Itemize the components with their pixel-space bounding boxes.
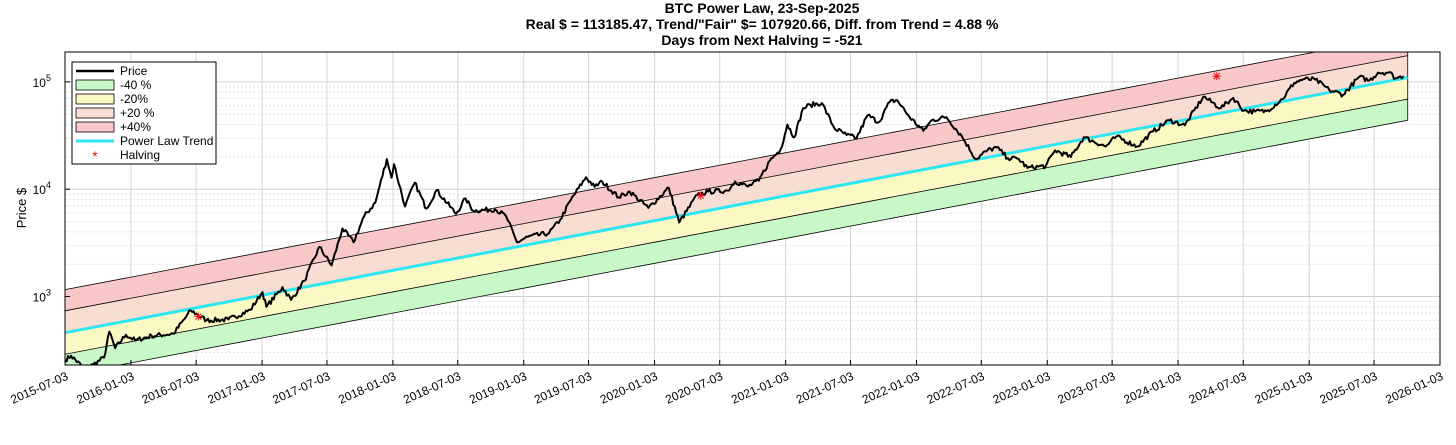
title-line-2: Real $ = 113185.47, Trend/"Fair" $= 1079… xyxy=(526,16,999,32)
x-tick-label: 2025-07-03 xyxy=(1318,369,1380,407)
x-tick-label: 2016-01-03 xyxy=(74,369,136,407)
y-axis-label: Price $ xyxy=(14,187,29,228)
x-axis-ticks: 2015-07-03 2016-01-03 2016-07-03 2017-01-03… xyxy=(8,360,1446,407)
legend-label-p20: +20 % xyxy=(120,106,155,120)
halving-markers xyxy=(194,72,1221,321)
legend-swatch-m40 xyxy=(75,79,115,91)
band-plus-20 xyxy=(65,55,1408,333)
x-tick-label: 2023-07-03 xyxy=(1056,369,1118,407)
halving-marker xyxy=(1212,72,1221,81)
legend-swatch-halving: * xyxy=(92,148,98,164)
legend-swatch-m20 xyxy=(75,93,115,105)
x-tick-label: 2017-07-03 xyxy=(270,369,332,407)
x-tick-label: 2015-07-03 xyxy=(8,369,70,407)
legend-label-price: Price xyxy=(120,64,148,78)
x-tick-label: 2018-07-03 xyxy=(401,369,463,407)
title-line-1: BTC Power Law, 23-Sep-2025 xyxy=(665,0,860,16)
legend-label-halving: Halving xyxy=(120,148,160,162)
legend-label-trend: Power Law Trend xyxy=(120,134,213,148)
halving-marker xyxy=(696,191,705,200)
legend: Price-40 %-20%+20 %+40%Power Law Trend * H… xyxy=(71,61,217,165)
y-tick-label: 104 xyxy=(33,180,51,197)
y-tick-label: 103 xyxy=(33,288,51,305)
band-minus-40 xyxy=(65,99,1408,365)
band-minus-20 xyxy=(65,77,1408,355)
x-tick-label: 2024-01-03 xyxy=(1121,369,1183,407)
deviation-bands xyxy=(65,52,1409,365)
x-tick-label: 2021-01-03 xyxy=(729,369,791,407)
band-boundary-line xyxy=(65,98,1408,355)
price-line xyxy=(65,71,1405,365)
x-tick-label: 2021-07-03 xyxy=(794,369,856,407)
legend-label-m40: -40 % xyxy=(120,78,152,92)
band-boundary-line xyxy=(65,52,1318,291)
halving-marker xyxy=(194,312,203,321)
chart-title: BTC Power Law, 23-Sep-2025 Real $ = 1131… xyxy=(526,0,999,48)
x-tick-label: 2025-01-03 xyxy=(1253,369,1315,407)
band-plus-40 xyxy=(65,52,1408,311)
x-tick-label: 2017-01-03 xyxy=(206,369,268,407)
x-tick-label: 2020-01-03 xyxy=(598,369,660,407)
x-tick-label: 2019-07-03 xyxy=(532,369,594,407)
x-tick-label: 2023-01-03 xyxy=(991,369,1053,407)
x-tick-label: 2019-01-03 xyxy=(467,369,529,407)
x-tick-label: 2018-01-03 xyxy=(336,369,398,407)
trend-layer xyxy=(64,76,1409,335)
title-line-3: Days from Next Halving = -521 xyxy=(661,32,862,48)
y-tick-label: 105 xyxy=(33,73,51,90)
x-tick-label: 2026-01-03 xyxy=(1383,369,1445,407)
plot-frame xyxy=(64,51,1441,366)
x-tick-label: 2024-07-03 xyxy=(1187,369,1249,407)
y-axis-ticks: 103 104 105 xyxy=(33,73,70,305)
x-tick-label: 2022-01-03 xyxy=(860,369,922,407)
x-tick-label: 2020-07-03 xyxy=(663,369,725,407)
legend-label-m20: -20% xyxy=(120,92,148,106)
power-law-trend-line xyxy=(64,76,1409,335)
x-tick-label: 2016-07-03 xyxy=(140,369,202,407)
legend-swatch-p20 xyxy=(75,107,115,119)
legend-swatch-p40 xyxy=(75,121,115,133)
band-boundary-line xyxy=(117,119,1408,365)
legend-label-p40: +40% xyxy=(120,120,151,134)
price-layer xyxy=(65,71,1405,365)
x-tick-label: 2022-07-03 xyxy=(925,369,987,407)
